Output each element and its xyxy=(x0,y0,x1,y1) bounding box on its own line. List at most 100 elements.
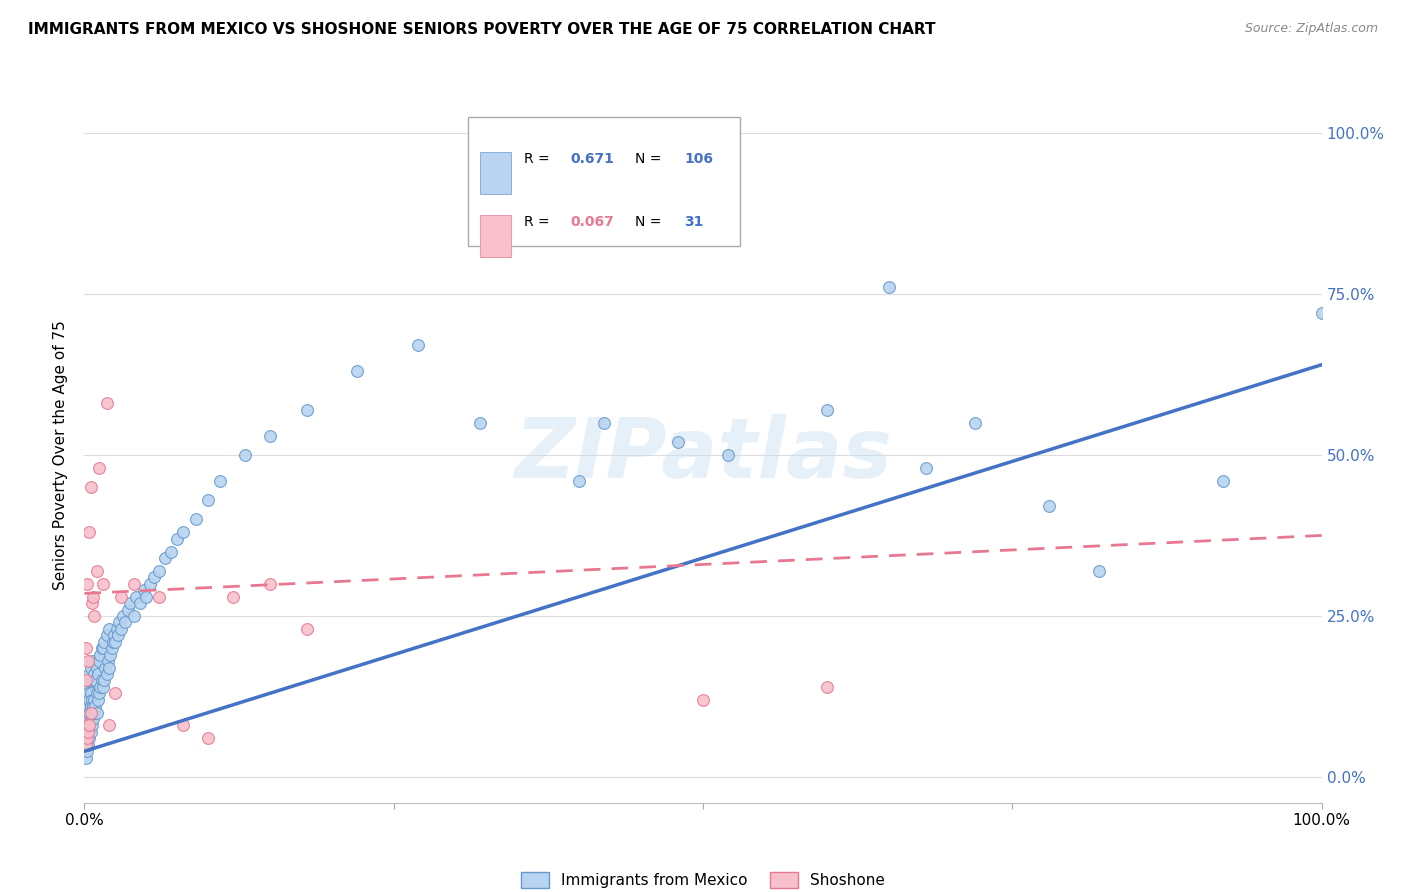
Point xyxy=(117,602,139,616)
Point xyxy=(914,460,936,475)
Point xyxy=(86,686,108,700)
Point xyxy=(295,622,318,636)
Point xyxy=(83,706,105,720)
Point xyxy=(110,590,132,604)
Point xyxy=(91,680,114,694)
Point xyxy=(75,641,97,656)
Point xyxy=(346,364,368,378)
Point xyxy=(135,590,157,604)
Point xyxy=(75,738,97,752)
Point xyxy=(82,590,104,604)
Point xyxy=(76,731,98,746)
Point xyxy=(82,673,104,688)
Point xyxy=(100,641,122,656)
Text: Source: ZipAtlas.com: Source: ZipAtlas.com xyxy=(1244,22,1378,36)
Y-axis label: Seniors Poverty Over the Age of 75: Seniors Poverty Over the Age of 75 xyxy=(53,320,69,590)
Point xyxy=(125,590,148,604)
Point xyxy=(593,416,616,430)
Point xyxy=(79,699,101,714)
Point xyxy=(80,706,103,720)
Text: N =: N = xyxy=(636,153,665,166)
Point xyxy=(80,718,103,732)
Point xyxy=(76,731,98,746)
Point xyxy=(87,692,110,706)
Point xyxy=(692,692,714,706)
Point xyxy=(79,718,101,732)
Point xyxy=(75,712,97,726)
Point xyxy=(75,699,97,714)
Point xyxy=(877,280,900,294)
Point xyxy=(172,525,194,540)
Point xyxy=(79,667,101,681)
Point xyxy=(77,725,100,739)
Point xyxy=(77,654,100,668)
Point xyxy=(97,654,120,668)
Point xyxy=(86,660,108,674)
Point xyxy=(84,699,107,714)
Point xyxy=(83,609,105,624)
Point xyxy=(86,706,108,720)
Point xyxy=(79,718,101,732)
Point xyxy=(83,667,105,681)
Point xyxy=(148,564,170,578)
Point xyxy=(75,718,97,732)
Point xyxy=(568,474,591,488)
Point xyxy=(104,686,127,700)
Point xyxy=(79,686,101,700)
Text: 0.671: 0.671 xyxy=(571,153,614,166)
Point xyxy=(120,596,142,610)
Point xyxy=(98,718,121,732)
Point xyxy=(76,706,98,720)
Point xyxy=(93,673,115,688)
Point xyxy=(89,686,111,700)
Point xyxy=(76,744,98,758)
Point xyxy=(76,718,98,732)
Point xyxy=(89,648,111,662)
Point xyxy=(139,576,162,591)
Point xyxy=(408,338,430,352)
Point xyxy=(79,480,101,494)
Point xyxy=(142,570,165,584)
Point xyxy=(75,750,97,764)
Text: ZIPatlas: ZIPatlas xyxy=(515,415,891,495)
Point xyxy=(965,416,987,430)
Point xyxy=(79,725,101,739)
Point xyxy=(79,731,101,746)
Point xyxy=(79,660,101,674)
Text: 0.067: 0.067 xyxy=(571,215,614,229)
Point xyxy=(259,576,281,591)
Point xyxy=(79,712,101,726)
Point xyxy=(80,596,103,610)
Point xyxy=(172,718,194,732)
Point xyxy=(184,512,207,526)
Point xyxy=(259,428,281,442)
Point xyxy=(76,680,98,694)
Point xyxy=(89,654,111,668)
Point xyxy=(90,673,112,688)
FancyBboxPatch shape xyxy=(468,118,740,246)
Point xyxy=(77,686,100,700)
Point xyxy=(110,622,132,636)
Point xyxy=(107,628,129,642)
Point xyxy=(89,680,111,694)
Point xyxy=(91,576,114,591)
Point xyxy=(79,525,101,540)
Point xyxy=(666,435,689,450)
Point xyxy=(717,448,740,462)
Point xyxy=(75,738,97,752)
Point xyxy=(122,609,145,624)
Point xyxy=(84,673,107,688)
Point xyxy=(103,628,125,642)
Point xyxy=(96,628,118,642)
Point xyxy=(815,680,838,694)
Point xyxy=(80,654,103,668)
Point xyxy=(111,609,134,624)
Point xyxy=(86,564,108,578)
Point xyxy=(129,596,152,610)
Text: N =: N = xyxy=(636,215,665,229)
Point xyxy=(77,725,100,739)
Legend: Immigrants from Mexico, Shoshone: Immigrants from Mexico, Shoshone xyxy=(515,866,891,892)
Point xyxy=(90,641,112,656)
Point xyxy=(222,590,245,604)
Point xyxy=(105,622,128,636)
